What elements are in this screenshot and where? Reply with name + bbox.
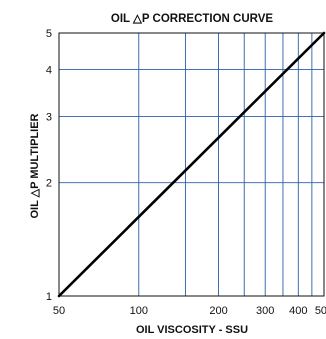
x-tick-label: 300 (256, 305, 274, 317)
x-tick-label: 400 (289, 305, 307, 317)
y-tick-label: 4 (46, 64, 52, 76)
x-tick-labels: 50 100 200 300 400 500 (53, 305, 326, 317)
y-tick-label: 1 (46, 291, 52, 303)
chart-title: OIL △P CORRECTION CURVE (111, 13, 274, 25)
x-tick-label: 100 (130, 305, 148, 317)
x-tick-label: 50 (53, 305, 65, 317)
grid-lines (59, 33, 324, 296)
y-tick-label: 5 (46, 28, 52, 40)
x-tick-label: 200 (209, 305, 227, 317)
x-tick-label: 500 (315, 305, 326, 317)
plot-frame (58, 32, 325, 297)
series-group (57, 31, 326, 298)
y-tick-label: 3 (46, 111, 52, 123)
y-axis-label: OIL △P MULTIPLIER (29, 113, 41, 218)
correction-curve-line (57, 31, 326, 298)
y-tick-labels: 1 2 3 4 5 (46, 28, 52, 303)
x-axis-label: OIL VISCOSITY - SSU (136, 324, 248, 336)
y-tick-label: 2 (46, 178, 52, 190)
